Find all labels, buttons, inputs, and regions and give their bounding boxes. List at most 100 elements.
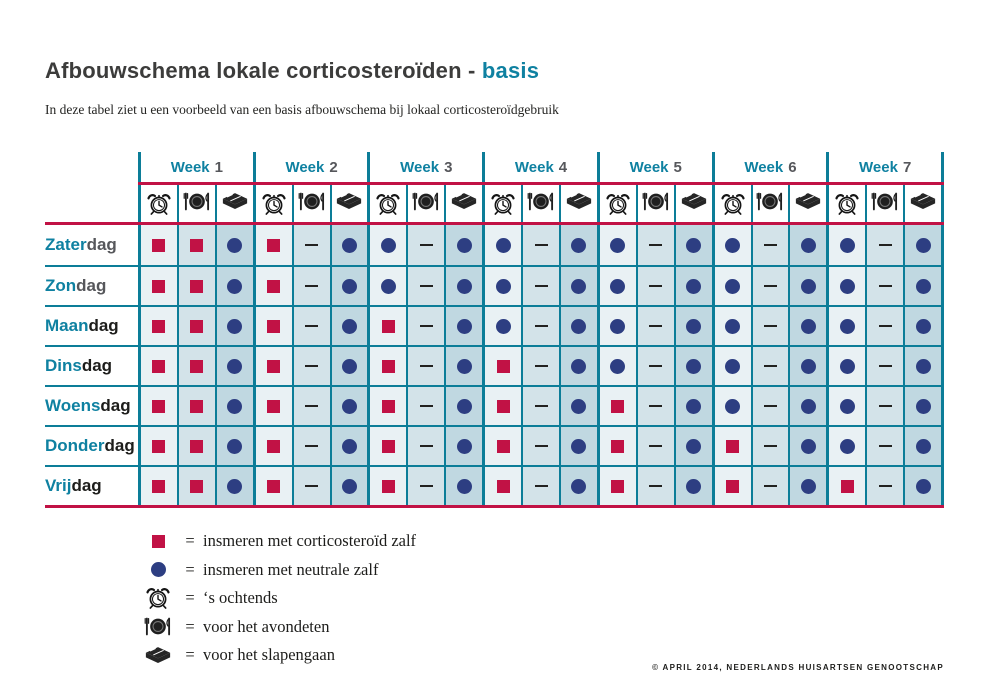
schedule-cell [406,225,445,265]
copyright-footer: © APRIL 2014, NEDERLANDS HUISARTSEN GENO… [652,663,944,672]
no-application-mark [305,365,319,367]
week-cell-group [482,267,597,305]
schedule-cell [635,307,674,345]
neutral-ointment-mark [915,398,931,414]
neutral-ointment-mark [341,398,357,414]
legend-equals: = [185,645,195,665]
schedule-cell [444,427,483,465]
schedule-cell [329,347,368,385]
schedule-cell [214,347,253,385]
schedule-cell [214,467,253,505]
schedule-cell [829,267,866,305]
day-label: Donder dag [45,427,138,465]
schedule-cell [635,347,674,385]
no-application-mark [878,405,892,407]
page-title-accent: basis [481,58,540,83]
neutral-ointment-mark [686,318,702,334]
schedule-cell [176,427,215,465]
legend-item: = voor het slapengaan [141,641,416,670]
schedule-cell [521,387,559,425]
schedule-cell [750,387,789,425]
neutral-ointment-mark [725,318,741,334]
schedule-cell [865,225,904,265]
no-application-mark [534,285,548,287]
neutral-ointment-mark [800,278,816,294]
neutral-ointment-mark [571,358,587,374]
table-row: Maan dag [45,305,945,345]
day-label-prefix: Zater [45,235,87,254]
week-cell-group [711,427,827,465]
day-label-suffix: dag [86,235,117,254]
week-cell-group [711,307,827,345]
week-cell-group [596,225,712,265]
week-cell-group [138,225,253,265]
week-cell-group [482,347,597,385]
week-header: Week 5 [596,152,712,182]
corticosteroid-mark [496,359,510,373]
schedule-cell [829,387,866,425]
week-cell-group [367,347,483,385]
corticosteroid-mark [152,279,166,293]
neutral-ointment-mark [456,438,472,454]
corticosteroid-mark [840,479,854,493]
schedule-cell [903,467,942,505]
week-word: Week [514,158,554,176]
schedule-cell [370,387,407,425]
week-number: 5 [673,158,682,176]
neutral-ointment-mark [571,478,587,494]
schedule-cell [291,225,330,265]
no-application-mark [305,325,319,327]
week-icon-group [138,185,253,222]
day-label-suffix: dag [81,356,113,375]
dinner-icon [412,191,440,217]
schedule-cell [370,467,407,505]
no-application-mark [534,325,548,327]
no-application-mark [878,365,892,367]
neutral-ointment-mark [839,318,855,334]
corticosteroid-mark [381,399,395,413]
schedule-cell [558,347,597,385]
schedule-cell [176,307,215,345]
corticosteroid-mark [381,319,395,333]
schedule-cell [865,467,904,505]
week-cell-group [138,427,253,465]
corticosteroid-mark [726,479,740,493]
schedule-cell [406,267,445,305]
week-cell-group [252,225,368,265]
week-cell-group [711,387,827,425]
schedule-cell [865,387,904,425]
table-corner [45,185,138,222]
bed-icon [221,192,249,216]
no-application-mark [305,285,319,287]
week-word: Week [744,158,784,176]
time-column-header [788,185,826,222]
week-cell-group [367,387,483,425]
no-application-mark [534,244,548,246]
week-cell-group [596,267,712,305]
time-column-header [214,185,253,222]
schedule-cell [255,225,292,265]
neutral-ointment-mark [686,278,702,294]
week-cell-group [138,387,253,425]
neutral-ointment-mark [571,278,587,294]
table-row: Dins dag [45,345,945,385]
week-header: Week 1 [138,152,253,182]
no-application-mark [419,445,433,447]
neutral-ointment-mark [571,237,587,253]
schedule-cell [673,347,712,385]
time-column-header [406,185,444,222]
neutral-ointment-mark [915,278,931,294]
no-application-mark [763,365,777,367]
day-label: Zater dag [45,225,138,265]
no-application-mark [534,405,548,407]
schedule-cell [406,387,445,425]
day-label-prefix: Woens [45,396,101,415]
schedule-cell [406,307,445,345]
schedule-cell [673,225,712,265]
schedule-cell [750,467,789,505]
week-header: Week 3 [367,152,482,182]
legend-item: = insmeren met corticosteroïd zalf [141,527,416,556]
schedule-cell [750,267,789,305]
schedule-cell [291,387,330,425]
bed-icon [794,192,822,216]
